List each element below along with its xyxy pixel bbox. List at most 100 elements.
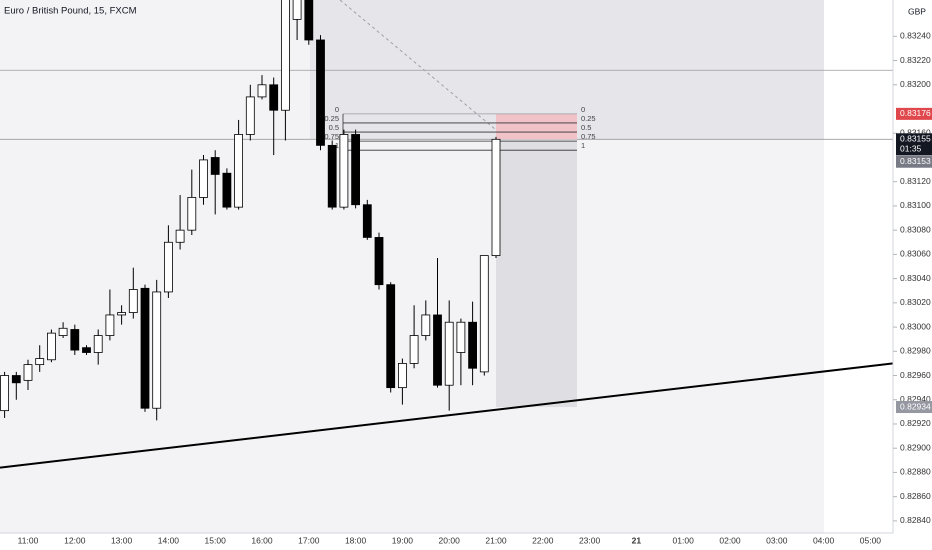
- x-tick-label: 15:00: [205, 535, 227, 545]
- candle-body: [175, 229, 185, 243]
- y-tick-label: 0.83240: [900, 31, 931, 41]
- candle-body: [234, 134, 244, 208]
- y-tick-label: 0.83220: [900, 55, 931, 65]
- price-label-box: [896, 155, 932, 168]
- candle-body: [82, 347, 91, 353]
- countdown: 01:35: [900, 144, 922, 154]
- x-tick-label: 17:00: [298, 535, 320, 545]
- y-tick-label: 0.83040: [900, 273, 931, 283]
- candle-body: [339, 134, 349, 208]
- fib-label-left: 1: [335, 141, 339, 150]
- x-tick-label: 12:00: [64, 535, 86, 545]
- candle-body: [351, 134, 361, 206]
- currency-label: GBP: [908, 6, 926, 16]
- candle-body: [117, 312, 126, 316]
- y-tick-label: 0.83120: [900, 176, 931, 186]
- candle-body: [292, 0, 302, 20]
- fib-label-right: 1: [581, 141, 585, 150]
- x-tick-label: 20:00: [439, 535, 461, 545]
- x-tick-label: 11:00: [18, 535, 39, 545]
- candle-body: [210, 157, 220, 175]
- x-tick-label: 21: [632, 535, 642, 545]
- candle-body: [386, 284, 396, 389]
- price-label-box: [896, 133, 932, 156]
- price-label: 0.83176: [900, 108, 931, 118]
- y-tick-label: 0.82960: [900, 370, 931, 380]
- fib-label-right: 0.75: [581, 132, 596, 141]
- candle-body: [444, 321, 454, 386]
- y-tick-label: 0.83100: [900, 200, 931, 210]
- x-tick-label: 19:00: [392, 535, 414, 545]
- y-tick-label: 0.83060: [900, 249, 931, 259]
- candle-body: [105, 314, 115, 336]
- candle-body: [11, 375, 21, 384]
- candle-body: [257, 84, 267, 98]
- y-tick-label: 0.82900: [900, 442, 931, 452]
- candle-body: [199, 159, 208, 198]
- x-tick-label: 23:00: [579, 535, 601, 545]
- x-tick-label: 14:00: [158, 535, 180, 545]
- fib-label-right: 0.25: [581, 114, 596, 123]
- candle-body: [456, 321, 466, 353]
- fib-label-right: 0: [581, 105, 585, 114]
- fib-label-left: 0: [335, 105, 339, 114]
- y-tick-label: 0.82940: [900, 394, 931, 404]
- x-tick-label: 03:00: [766, 535, 788, 545]
- candle-body: [374, 237, 384, 286]
- price-label-box: [896, 401, 932, 414]
- y-tick-label: 0.82920: [900, 418, 931, 428]
- candle-body: [187, 197, 197, 231]
- dashed-connector: [339, 0, 497, 131]
- candle-body: [327, 144, 337, 208]
- x-tick-label: 02:00: [719, 535, 741, 545]
- candle-body: [23, 364, 33, 381]
- candle-body: [421, 314, 431, 336]
- candle-body: [468, 321, 478, 369]
- x-tick-label: 05:00: [860, 535, 882, 545]
- y-tick-label: 0.82880: [900, 467, 931, 477]
- candle-body: [47, 332, 56, 361]
- candle-body: [479, 255, 489, 373]
- trendline: [0, 362, 893, 469]
- y-tick-label: 0.83020: [900, 297, 931, 307]
- candle-body: [152, 291, 162, 409]
- candle-body: [269, 84, 279, 111]
- fib-label-left: 0.25: [324, 114, 339, 123]
- candle-body: [140, 287, 150, 409]
- candle-body: [163, 241, 173, 293]
- candle-body: [409, 335, 419, 364]
- y-tick-label: 0.82840: [900, 515, 931, 525]
- candle-body: [58, 327, 68, 336]
- candle-body: [70, 329, 80, 351]
- fib-label-left: 0.75: [324, 132, 339, 141]
- stop-zone: [496, 139, 577, 408]
- candle-body: [93, 335, 103, 353]
- price-label-box: [896, 107, 932, 120]
- chart-title: Euro / British Pound, 15, FXCM: [4, 6, 137, 17]
- x-tick-label: 01:00: [673, 535, 695, 545]
- candle-body: [245, 96, 255, 135]
- candle-body: [35, 358, 45, 366]
- y-tick-label: 0.82980: [900, 346, 931, 356]
- price-label: 0.82934: [900, 401, 931, 411]
- candle-body: [433, 314, 442, 386]
- candle-body: [304, 0, 314, 41]
- x-tick-label: 04:00: [813, 535, 835, 545]
- x-tick-label: 18:00: [345, 535, 367, 545]
- y-tick-label: 0.82860: [900, 491, 931, 501]
- y-tick-label: 0.83080: [900, 224, 931, 234]
- candle-body: [316, 39, 325, 146]
- y-tick-label: 0.83200: [900, 79, 931, 89]
- candle-body: [397, 363, 407, 389]
- price-label: 0.83155: [900, 134, 931, 144]
- x-tick-label: 16:00: [251, 535, 273, 545]
- x-tick-label: 13:00: [111, 535, 133, 545]
- y-tick-label: 0.83000: [900, 321, 931, 331]
- target-zone: [496, 113, 577, 140]
- candle-body: [491, 138, 501, 256]
- plot-area: 0 00.25 0.250.5 0.50.75 0.751 1: [0, 0, 893, 533]
- x-tick-label: 22:00: [532, 535, 554, 545]
- candle-body: [128, 289, 138, 313]
- candle-body: [0, 375, 9, 412]
